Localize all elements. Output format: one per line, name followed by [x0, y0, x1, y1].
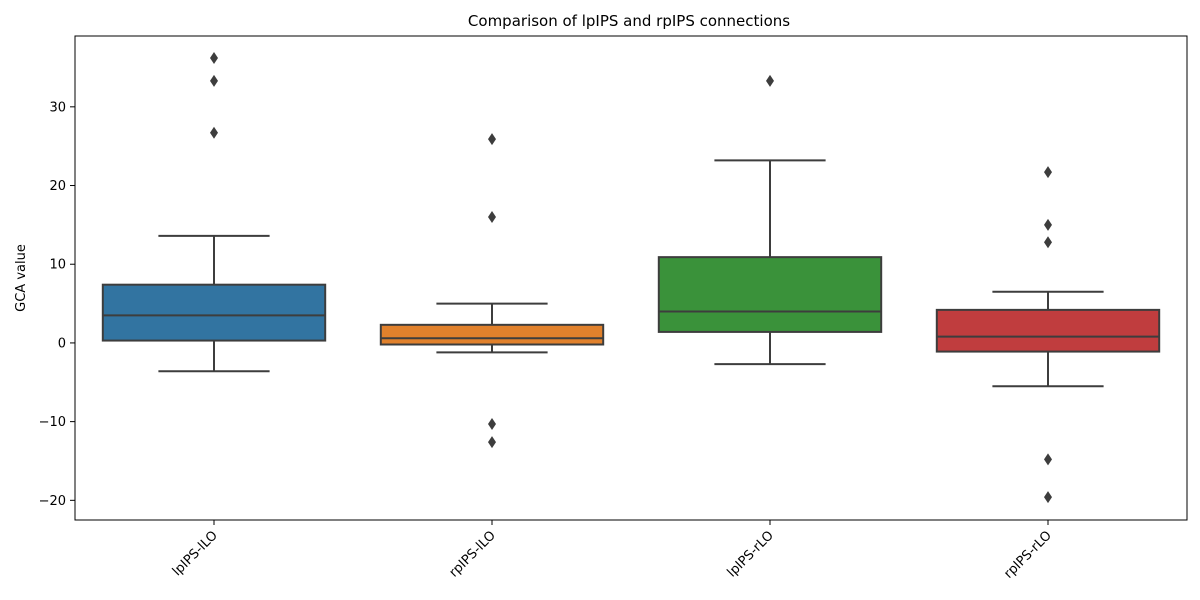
outlier-point	[1044, 453, 1052, 466]
y-axis-label: GCA value	[14, 244, 29, 312]
y-tick-label: 30	[49, 100, 66, 115]
y-tick-label: −10	[39, 415, 66, 430]
outlier-point	[210, 126, 218, 139]
outlier-point	[488, 417, 496, 430]
outlier-point	[1044, 166, 1052, 179]
chart-title: Comparison of lpIPS and rpIPS connection…	[468, 12, 790, 30]
x-tick-label: lpIPS-lLO	[170, 528, 221, 579]
outlier-point	[1044, 218, 1052, 231]
outlier-point	[488, 211, 496, 224]
y-tick-label: 10	[49, 258, 66, 273]
x-tick-label: rpIPS-rLO	[1001, 528, 1054, 581]
outlier-point	[210, 74, 218, 87]
box-rpIPS-lLO	[379, 323, 605, 346]
y-tick-label: −20	[39, 494, 66, 509]
outlier-point	[488, 133, 496, 146]
plot-frame	[74, 35, 1188, 521]
outlier-point	[1044, 236, 1052, 249]
outlier-point	[488, 436, 496, 449]
box-lpIPS-rLO	[657, 256, 883, 333]
x-tick-label: rpIPS-lLO	[447, 528, 499, 580]
box-rpIPS-rLO	[935, 308, 1161, 353]
outlier-point	[766, 74, 774, 87]
y-tick-label: 0	[58, 336, 66, 351]
outlier-point	[1044, 491, 1052, 504]
outlier-point	[210, 52, 218, 65]
x-tick-label: lpIPS-rLO	[725, 528, 777, 580]
plot-area: −20 −10 0 10 20 30 lpIPS-lLO rpIPS-lLO lpIPS-rLO…	[39, 35, 1188, 582]
y-tick-label: 20	[49, 179, 66, 194]
box-lpIPS-lLO	[101, 283, 327, 342]
